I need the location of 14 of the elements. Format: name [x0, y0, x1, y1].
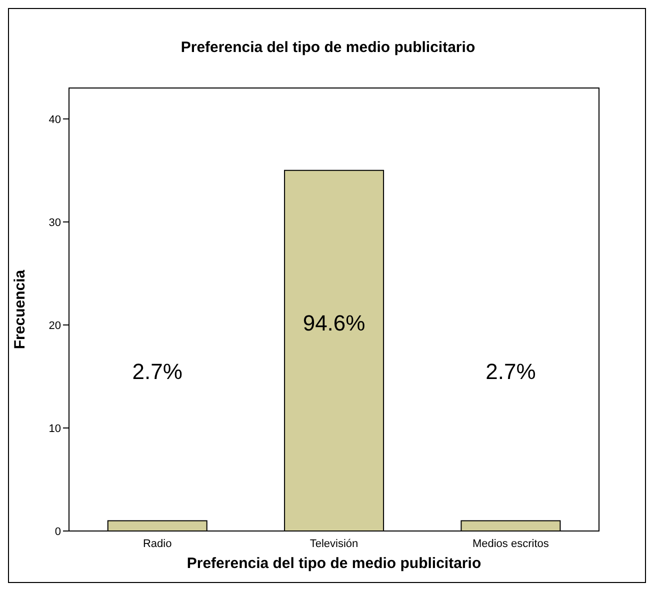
x-tick-label: Televisión — [310, 538, 358, 550]
y-tick-label: 0 — [54, 526, 61, 538]
annotation: 2.7% — [486, 359, 536, 384]
chart-title: Preferencia del tipo de medio publicitario — [180, 39, 476, 56]
x-axis-title: Preferencia del tipo de medio publicitario — [186, 555, 482, 572]
y-tick-label: 30 — [48, 216, 61, 229]
y-tick-label: 20 — [48, 320, 61, 332]
annotation: 94.6% — [302, 310, 366, 336]
y-tick-label: 10 — [48, 422, 61, 435]
y-axis-title: Frecuencia — [11, 269, 28, 350]
annotation: 2.7% — [132, 359, 182, 384]
x-tick-label: Radio — [142, 538, 172, 550]
y-tick-label: 40 — [48, 114, 61, 126]
x-tick-label: Medios escritos — [472, 538, 550, 550]
